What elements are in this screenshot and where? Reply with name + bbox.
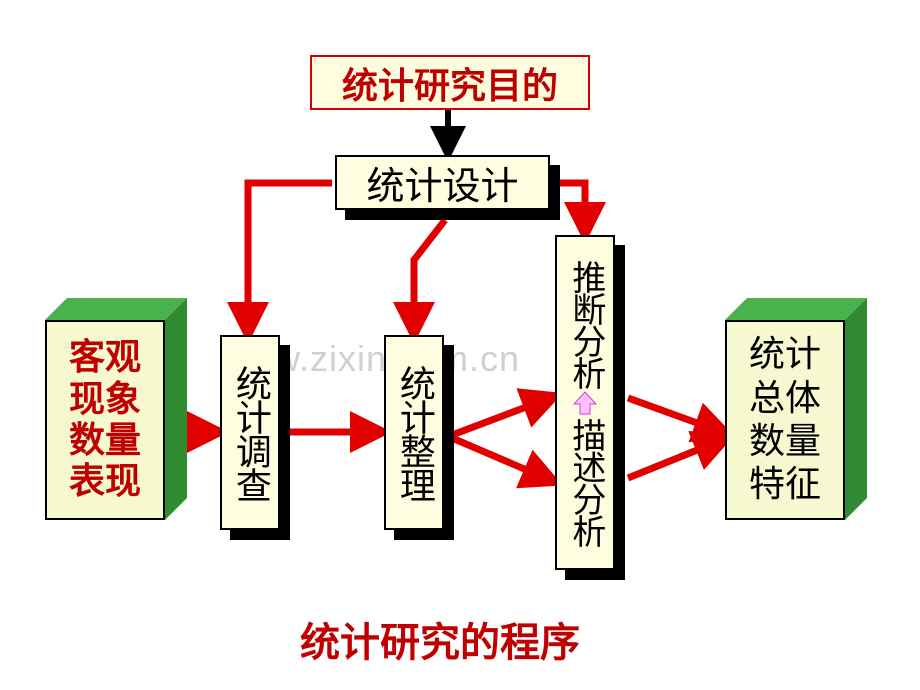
caption-text: 统计研究的程序	[300, 610, 580, 668]
box-analysis-top: 推断分析	[567, 260, 603, 388]
box-survey-text: 统计调查	[231, 365, 269, 501]
box-analysis-bottom: 描述分析	[567, 418, 603, 546]
block-right-text: 统计总体数量特征	[749, 334, 821, 506]
block-left-top	[45, 298, 187, 320]
block-left: 客观现象数量表现	[45, 298, 187, 520]
block-right-side	[845, 298, 867, 520]
box-design-face: 统计设计	[335, 155, 550, 210]
block-right-top	[725, 298, 867, 320]
block-left-side	[165, 298, 187, 520]
box-tidy: 统计整理	[384, 335, 444, 530]
block-right: 统计总体数量特征	[725, 298, 867, 520]
block-left-text: 客观现象数量表现	[69, 337, 141, 503]
box-analysis: 推断分析 描述分析	[555, 235, 615, 570]
box-tidy-text: 统计整理	[395, 365, 433, 501]
box-survey: 统计调查	[220, 335, 280, 530]
box-design-text: 统计设计	[366, 155, 518, 210]
box-design: 统计设计	[335, 155, 550, 210]
title-box: 统计研究目的	[310, 55, 590, 110]
diagram-stage: www.zixin.com.cn 统计研究目的 统计设计 统计调查	[0, 0, 920, 690]
title-text: 统计研究目的	[342, 57, 558, 109]
block-left-front: 客观现象数量表现	[45, 320, 165, 520]
up-arrow-icon	[572, 390, 598, 416]
block-right-front: 统计总体数量特征	[725, 320, 845, 520]
